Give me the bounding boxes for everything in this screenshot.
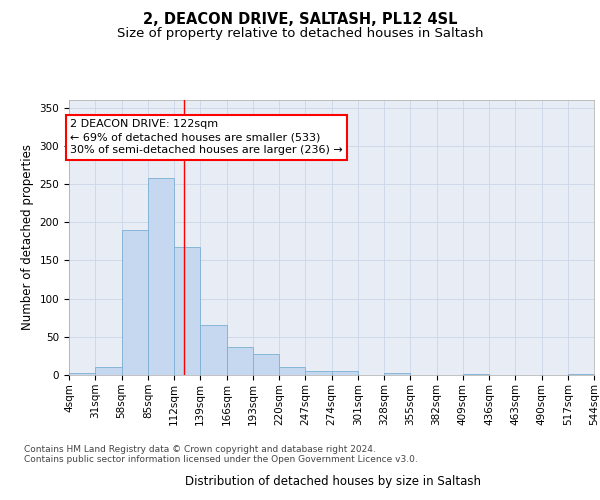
- Bar: [200, 326, 227, 375]
- Bar: [69, 374, 95, 375]
- Bar: [95, 368, 121, 375]
- Text: 2, DEACON DRIVE, SALTASH, PL12 4SL: 2, DEACON DRIVE, SALTASH, PL12 4SL: [143, 12, 457, 28]
- Text: Size of property relative to detached houses in Saltash: Size of property relative to detached ho…: [117, 28, 483, 40]
- Bar: [305, 371, 331, 375]
- Bar: [279, 366, 305, 375]
- Bar: [253, 354, 279, 375]
- Bar: [568, 374, 594, 375]
- Bar: [227, 346, 253, 375]
- Text: Contains HM Land Registry data © Crown copyright and database right 2024.: Contains HM Land Registry data © Crown c…: [24, 446, 376, 454]
- Text: 2 DEACON DRIVE: 122sqm
← 69% of detached houses are smaller (533)
30% of semi-de: 2 DEACON DRIVE: 122sqm ← 69% of detached…: [70, 119, 343, 156]
- Bar: [331, 371, 358, 375]
- Y-axis label: Number of detached properties: Number of detached properties: [21, 144, 34, 330]
- Text: Contains public sector information licensed under the Open Government Licence v3: Contains public sector information licen…: [24, 456, 418, 464]
- Bar: [121, 230, 148, 375]
- Text: Distribution of detached houses by size in Saltash: Distribution of detached houses by size …: [185, 474, 481, 488]
- Bar: [384, 372, 410, 375]
- Bar: [148, 178, 174, 375]
- Bar: [174, 246, 200, 375]
- Bar: [463, 374, 489, 375]
